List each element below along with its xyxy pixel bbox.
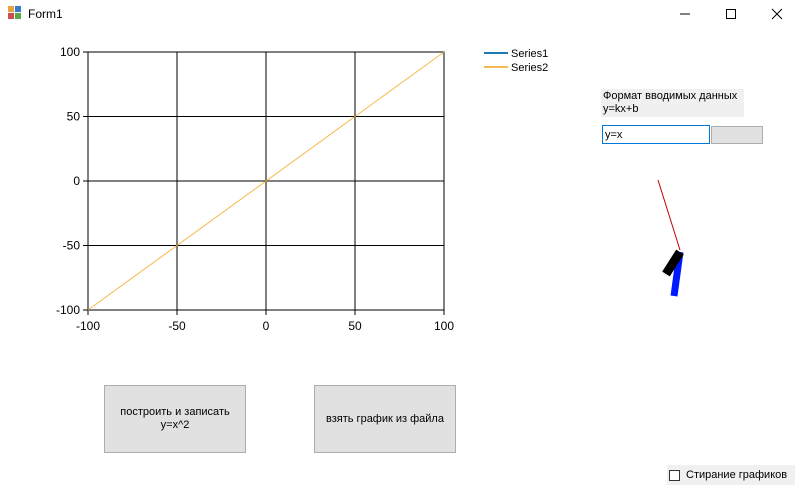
legend-label: Series1 — [511, 48, 548, 60]
legend-label: Series2 — [511, 62, 548, 74]
x-tick-label: 0 — [263, 319, 270, 333]
black-hand-line — [662, 249, 684, 277]
y-tick-label: -100 — [56, 303, 80, 317]
erase-graphs-label: Стирание графиков — [686, 469, 788, 481]
apply-formula-button[interactable] — [711, 126, 763, 144]
window-title: Form1 — [28, 7, 63, 21]
form-client-area: -100 -50 0 50 100 100 50 0 -50 -100 Series1 Series… — [0, 30, 800, 485]
maximize-icon — [726, 9, 736, 19]
app-icon — [8, 6, 21, 19]
y-tick-label: -50 — [63, 239, 81, 253]
x-tick-label: -50 — [168, 319, 186, 333]
plot-and-save-button[interactable]: построить и записать y=x^2 — [104, 385, 246, 453]
y-tick-label: 100 — [60, 45, 80, 59]
format-label-line2: y=kx+b — [603, 103, 639, 115]
close-icon — [771, 8, 783, 20]
x-tick-label: 50 — [348, 319, 362, 333]
red-hand-line — [657, 179, 681, 251]
erase-graphs-checkbox[interactable] — [669, 469, 680, 481]
close-button[interactable] — [754, 0, 800, 28]
erase-graphs-checkbox-row[interactable]: Стирание графиков — [667, 465, 795, 485]
format-label-line1: Формат вводимых данных — [603, 90, 738, 102]
y-tick-label: 50 — [67, 110, 81, 124]
load-from-file-button[interactable]: взять график из файла — [314, 385, 456, 453]
series-line — [87, 51, 445, 311]
formula-input[interactable] — [602, 125, 710, 144]
title-bar: Form1 — [0, 0, 800, 28]
drawing-canvas — [657, 179, 684, 297]
y-tick-label: 0 — [73, 174, 80, 188]
maximize-button[interactable] — [708, 0, 754, 28]
minimize-icon — [680, 13, 690, 15]
minimize-button[interactable] — [662, 0, 708, 28]
x-tick-label: 100 — [434, 319, 454, 333]
format-label: Формат вводимых данных y=kx+b — [601, 89, 744, 117]
x-tick-label: -100 — [76, 319, 100, 333]
chart: -100 -50 0 50 100 100 50 0 -50 -100 Series1 Series… — [56, 45, 548, 333]
